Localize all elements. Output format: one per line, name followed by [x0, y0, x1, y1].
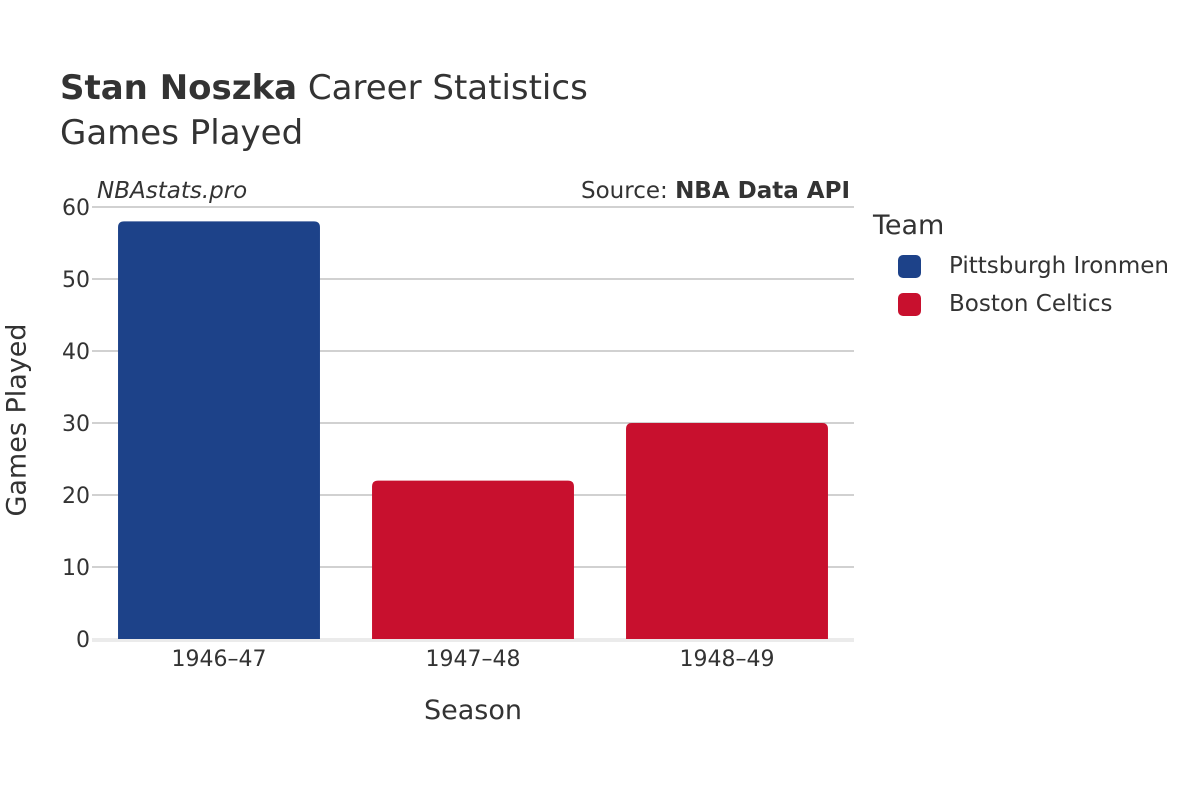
bar-1947–48[interactable] [372, 480, 574, 639]
x-tick-label: 1947–48 [426, 647, 521, 672]
x-tick-label: 1946–47 [172, 647, 267, 672]
y-tick-label: 20 [62, 484, 90, 509]
legend-label: Boston Celtics [949, 291, 1113, 317]
legend-title: Team [873, 210, 945, 241]
legend-label: Pittsburgh Ironmen [949, 253, 1170, 279]
y-tick-label: 50 [62, 268, 90, 293]
chart-title: Stan Noszka Career Statistics [60, 68, 588, 108]
y-tick-label: 60 [62, 196, 90, 221]
legend-swatch [898, 293, 921, 316]
chart-subtitle: Games Played [60, 113, 304, 153]
legend-swatch [898, 255, 921, 278]
y-tick-label: 40 [62, 340, 90, 365]
bar-1948–49[interactable] [626, 423, 828, 639]
bars [118, 221, 828, 639]
title-suffix: Career Statistics [297, 68, 588, 108]
x-axis-label: Season [424, 695, 522, 726]
y-tick-label: 30 [62, 412, 90, 437]
source-prefix: Source: [581, 178, 676, 204]
y-tick-label: 10 [62, 556, 90, 581]
y-tick-label: 0 [76, 628, 90, 653]
watermark: NBAstats.pro [97, 178, 248, 204]
y-axis-ticks: 0 10 20 30 40 50 60 [62, 196, 90, 653]
y-axis-label: Games Played [1, 323, 33, 517]
bar-1946–47[interactable] [118, 221, 320, 639]
source-name: NBA Data API [675, 178, 850, 204]
player-name: Stan Noszka [60, 68, 298, 108]
x-axis-ticks: 1946–47 1947–48 1948–49 [172, 647, 775, 672]
x-tick-label: 1948–49 [680, 647, 775, 672]
source-credit: Source: NBA Data API [581, 178, 850, 204]
